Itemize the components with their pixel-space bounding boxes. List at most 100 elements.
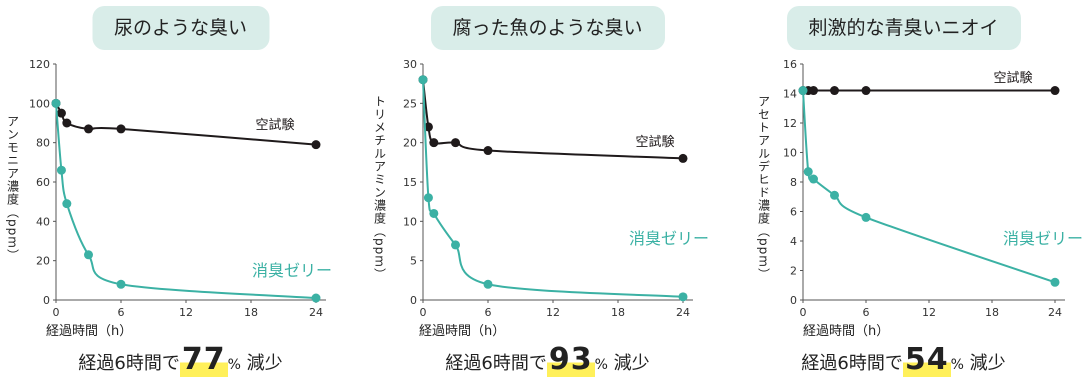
y-tick-label: 10 <box>783 147 797 160</box>
y-tick-label: 60 <box>36 176 50 189</box>
data-point <box>311 293 321 303</box>
data-point <box>116 279 126 289</box>
data-point <box>861 212 871 222</box>
y-tick-label: 20 <box>403 137 417 150</box>
x-tick-label: 12 <box>179 306 193 319</box>
series-label: 消臭ゼリー <box>252 261 332 280</box>
series-label: 空試験 <box>993 70 1032 86</box>
chart-title: 腐った魚のような臭い <box>430 6 665 50</box>
data-point <box>678 153 688 163</box>
chart-title: 刺激的な青臭いニオイ <box>786 6 1021 50</box>
x-axis-label: 経過時間（h） <box>803 324 890 339</box>
y-tick-label: 4 <box>790 235 797 248</box>
x-tick-label: 6 <box>485 306 492 319</box>
x-tick-label: 0 <box>800 306 807 319</box>
x-tick-label: 18 <box>244 306 258 319</box>
y-tick-label: 120 <box>29 58 50 71</box>
series-label: 消臭ゼリー <box>629 229 709 248</box>
x-tick-label: 18 <box>611 306 625 319</box>
result-percent-unit: % <box>594 357 608 373</box>
data-point <box>451 138 460 148</box>
y-tick-label: 10 <box>403 215 417 228</box>
y-tick-label: 0 <box>410 294 417 307</box>
data-point <box>423 122 433 132</box>
y-tick-label: 80 <box>36 137 50 150</box>
result-percent-value: 93 <box>546 342 595 377</box>
y-tick-label: 0 <box>790 294 797 307</box>
result-text: 経過6時間で77% 減少 <box>0 342 361 377</box>
y-tick-label: 30 <box>403 58 417 71</box>
x-tick-label: 6 <box>118 306 125 319</box>
result-suffix: 減少 <box>969 353 1006 374</box>
y-tick-label: 0 <box>43 294 50 307</box>
data-point <box>830 190 839 200</box>
chart-panel-ammonia: 尿のような臭い アンモニア濃度（ppm） 0 20 40 60 80 100 120 0 6 12… <box>0 0 361 384</box>
result-percent-value: 77 <box>179 342 228 377</box>
result-text: 経過6時間で54% 減少 <box>723 342 1084 377</box>
y-axis-label: アセトアルデヒド濃度（ppm） <box>756 95 771 281</box>
series-line <box>802 90 1056 284</box>
y-tick-label: 14 <box>783 88 797 101</box>
series-line <box>422 79 684 298</box>
result-prefix: 経過6時間で <box>801 353 903 374</box>
data-point <box>483 279 493 289</box>
result-percent-unit: % <box>950 357 964 373</box>
chart-panel-acetaldehyde: 刺激的な青臭いニオイ アセトアルデヒド濃度（ppm） 0 2 4 6 8 10 12 14 16… <box>723 0 1084 384</box>
x-tick-label: 24 <box>1048 306 1062 319</box>
data-point <box>62 118 72 128</box>
y-tick-label: 25 <box>403 97 417 110</box>
y-tick-label: 20 <box>36 255 50 268</box>
chart-panel-trimethylamine: 腐った魚のような臭い トリメチルアミン濃度（ppm） 0 5 10 15 20 25 30 0… <box>367 0 728 384</box>
data-point <box>51 98 61 108</box>
x-axis-label: 経過時間（h） <box>46 324 133 339</box>
data-point <box>1050 86 1060 96</box>
data-point <box>830 86 839 96</box>
data-point <box>423 193 433 203</box>
result-prefix: 経過6時間で <box>445 353 547 374</box>
data-point <box>803 167 813 177</box>
series-label: 空試験 <box>635 134 674 150</box>
data-point <box>116 124 126 134</box>
data-point <box>418 75 428 85</box>
data-point <box>483 146 493 156</box>
series-label: 空試験 <box>255 117 294 133</box>
data-point <box>56 165 66 175</box>
y-tick-label: 12 <box>783 117 797 130</box>
x-tick-label: 12 <box>546 306 560 319</box>
result-suffix: 減少 <box>613 353 650 374</box>
result-percent-value: 54 <box>902 342 951 377</box>
data-point <box>809 174 818 184</box>
x-tick-label: 24 <box>309 306 323 319</box>
x-tick-label: 24 <box>676 306 690 319</box>
chart-title: 尿のような臭い <box>91 6 270 50</box>
data-point <box>798 86 808 96</box>
data-point <box>84 124 93 134</box>
y-axis-label: トリメチルアミン濃度（ppm） <box>372 95 387 281</box>
y-tick-label: 15 <box>403 176 417 189</box>
result-text: 経過6時間で93% 減少 <box>367 342 728 377</box>
x-tick-label: 6 <box>863 306 870 319</box>
data-point <box>451 240 460 250</box>
y-tick-label: 40 <box>36 215 50 228</box>
data-point <box>311 140 321 150</box>
y-tick-label: 8 <box>790 176 797 189</box>
y-tick-label: 6 <box>790 206 797 219</box>
data-point <box>62 199 72 209</box>
result-suffix: 減少 <box>246 353 283 374</box>
data-point <box>861 86 871 96</box>
x-tick-label: 18 <box>985 306 999 319</box>
y-tick-label: 100 <box>29 97 50 110</box>
data-point <box>56 108 66 118</box>
data-point <box>678 292 688 302</box>
y-tick-label: 16 <box>783 58 797 71</box>
x-tick-label: 12 <box>922 306 936 319</box>
data-point <box>429 138 439 148</box>
x-tick-label: 0 <box>53 306 60 319</box>
series-label: 消臭ゼリー <box>1003 229 1083 248</box>
y-tick-label: 5 <box>410 255 417 268</box>
x-axis-label: 経過時間（h） <box>419 324 506 339</box>
data-point <box>84 250 93 260</box>
